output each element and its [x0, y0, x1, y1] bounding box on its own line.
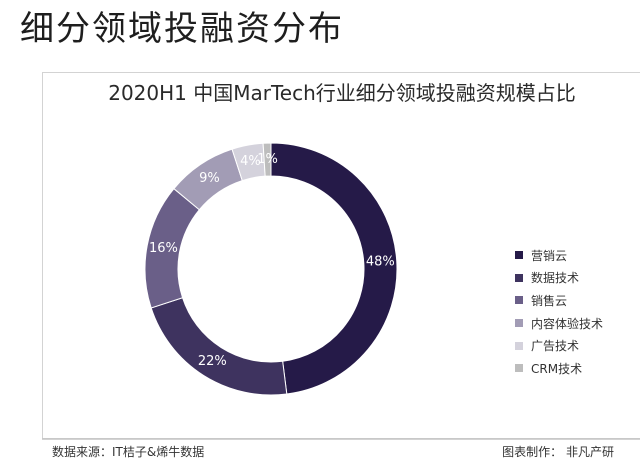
legend-item: 营销云: [515, 244, 603, 267]
legend-label: CRM技术: [531, 361, 583, 376]
legend-swatch: [515, 319, 523, 328]
legend-label: 内容体验技术: [531, 316, 604, 331]
legend-item: 广告技术: [515, 334, 603, 357]
chart-credit: 图表制作： 非凡产研: [502, 445, 614, 459]
legend-swatch: [515, 341, 523, 350]
slice-label-2: 22%: [198, 354, 227, 369]
chart-card: 2020H1 中国MarTech行业细分领域投融资规模占比 48% 22% 16% 9…: [42, 72, 640, 440]
donut-slice-1: [270, 142, 398, 395]
legend-swatch: [515, 364, 523, 373]
donut-slice-6: [262, 142, 272, 177]
page-title: 细分领域投融资分布: [20, 9, 344, 49]
data-source: 数据来源：IT桔子&烯牛数据: [52, 445, 205, 459]
slice-label-3: 16%: [149, 241, 178, 256]
slice-label-4: 9%: [199, 171, 220, 186]
legend-label: 数据技术: [531, 271, 580, 286]
legend-item: CRM技术: [515, 357, 603, 380]
legend-label: 营销云: [531, 248, 568, 263]
legend-label: 销售云: [531, 293, 568, 308]
donut-labels: 48% 22% 16% 9% 4%1%: [149, 152, 395, 369]
slice-label-5: 4%: [240, 154, 261, 169]
legend-swatch: [515, 273, 523, 282]
legend-label: 广告技术: [531, 339, 580, 354]
chart-title: 2020H1 中国MarTech行业细分领域投融资规模占比: [108, 81, 576, 105]
slice-label-1: 48%: [366, 255, 395, 270]
donut-chart: 48% 22% 16% 9% 4%1%: [144, 142, 398, 396]
donut-slice-2: [150, 297, 288, 396]
slice-label-6: 1%: [257, 152, 278, 167]
legend-swatch: [515, 251, 523, 260]
chart-legend: 营销云数据技术销售云内容体验技术 广告技术 CRM技术: [515, 244, 603, 380]
legend-item: 销售云: [515, 289, 603, 312]
footer-divider: [42, 438, 640, 439]
legend-item: 数据技术: [515, 267, 603, 290]
legend-swatch: [515, 296, 523, 305]
donut-slices: [144, 142, 398, 396]
legend-item: 内容体验技术: [515, 312, 603, 335]
